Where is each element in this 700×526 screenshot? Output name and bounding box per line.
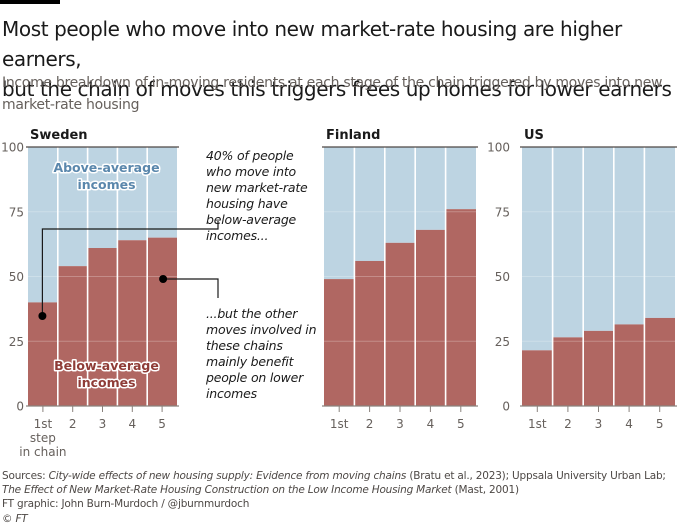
y-tick-label: 75	[9, 205, 24, 219]
panel-title: Finland	[326, 128, 380, 143]
bar-below-average	[613, 324, 645, 406]
panel-us: US 0 25 50 75 100 1st 2 3 4 5	[487, 128, 677, 431]
y-tick-label: 25	[495, 335, 510, 349]
bar-below-average	[57, 266, 88, 406]
x-tick-label: 2	[564, 417, 572, 431]
x-tick-label: 5	[457, 417, 465, 431]
source-1-title: City-wide effects of new housing supply:…	[48, 470, 407, 482]
bar-below-average	[552, 337, 584, 406]
x-tick-label: 4	[625, 417, 633, 431]
y-tick-label: 50	[9, 270, 24, 284]
bar-below-average	[324, 279, 355, 406]
x-tick-label: 5	[158, 417, 166, 431]
label-below-average: Below-average	[54, 358, 159, 373]
bar-below-average	[644, 317, 675, 406]
x-tick-label: 4	[427, 417, 435, 431]
panel-title: Sweden	[30, 128, 88, 143]
x-tick-label: 2	[366, 417, 374, 431]
annotation-top-dot	[38, 312, 47, 320]
x-tick-label: step	[30, 431, 56, 445]
chart-subtitle: Income breakdown of in-moving residents …	[2, 75, 663, 113]
bar-above-average	[384, 147, 416, 243]
bar-below-average	[87, 248, 118, 406]
x-tick-label: 3	[99, 417, 107, 431]
sources-line-1: Sources: City-wide effects of new housin…	[2, 470, 666, 482]
copyright: © FT	[2, 512, 28, 525]
annotation-bottom: ...but the other moves involved in these…	[206, 306, 317, 401]
y-tick-label: 100	[487, 141, 510, 155]
title-line-1: Most people who move into new market-rat…	[2, 17, 622, 71]
y-tick-label: 50	[495, 270, 510, 284]
bar-below-average	[415, 229, 446, 406]
label-above-average: incomes	[77, 177, 135, 192]
bar-above-average	[583, 147, 614, 331]
y-tick-label: 25	[9, 335, 24, 349]
bar-above-average	[147, 147, 177, 238]
label-above-average: Above-average	[53, 160, 159, 175]
annotation-bottom-leader	[163, 278, 219, 298]
label-above-average-halo: Above-average	[53, 160, 159, 175]
bar-above-average	[324, 147, 355, 280]
label-below-average: incomes	[77, 375, 135, 390]
bar-above-average	[552, 147, 584, 338]
sources-line-2: The Effect of New Market-Rate Housing Co…	[2, 484, 519, 497]
bar-below-average	[384, 242, 416, 406]
bar-above-average	[613, 147, 645, 325]
bar-above-average	[87, 147, 118, 249]
x-tick-label: 3	[396, 417, 404, 431]
bar-above-average	[57, 147, 88, 267]
bar-above-average	[522, 147, 553, 351]
chart-title: Most people who move into new market-rat…	[2, 14, 698, 104]
bar-above-average	[644, 147, 675, 318]
x-tick-label: 3	[595, 417, 603, 431]
bar-below-average	[147, 237, 177, 406]
panel-title: US	[524, 128, 544, 143]
bar-below-average	[354, 260, 385, 406]
brand-bar	[0, 0, 60, 4]
bar-above-average	[445, 147, 476, 210]
x-tick-label: 4	[128, 417, 136, 431]
source-2-title: The Effect of New Market-Rate Housing Co…	[2, 484, 452, 497]
y-tick-label: 0	[16, 400, 24, 414]
x-tick-label: 2	[69, 417, 77, 431]
x-tick-label: 5	[656, 417, 664, 431]
y-tick-label: 100	[1, 141, 24, 155]
bar-below-average	[583, 330, 614, 406]
panel-finland: Finland 1st 2 3 4 5	[322, 128, 478, 431]
annotation-top: 40% of people who move into new market-r…	[206, 148, 308, 243]
x-tick-label: 1st	[330, 417, 349, 431]
y-tick-label: 0	[502, 400, 510, 414]
bar-below-average	[117, 240, 148, 406]
x-tick-label: 1st	[528, 417, 547, 431]
label-below-average-halo: Below-average	[54, 358, 159, 373]
credit: FT graphic: John Burn-Murdoch / @jburnmu…	[2, 498, 250, 511]
annotation-top-leader	[41, 221, 219, 316]
annotation-bottom-dot	[159, 275, 168, 283]
bar-below-average	[445, 209, 476, 406]
x-tick-label: in chain	[19, 445, 66, 459]
footer: Sources: City-wide effects of new housin…	[2, 469, 698, 526]
bar-above-average	[415, 147, 446, 230]
title-line-2: but the chain of moves this triggers fre…	[2, 77, 672, 101]
bar-above-average	[117, 147, 148, 241]
label-below-average-halo: incomes	[77, 375, 135, 390]
label-above-average-halo: incomes	[77, 177, 135, 192]
y-tick-label: 75	[495, 205, 510, 219]
bar-above-average	[354, 147, 385, 261]
bar-below-average	[522, 350, 553, 406]
x-tick-label: 1st	[34, 417, 53, 431]
